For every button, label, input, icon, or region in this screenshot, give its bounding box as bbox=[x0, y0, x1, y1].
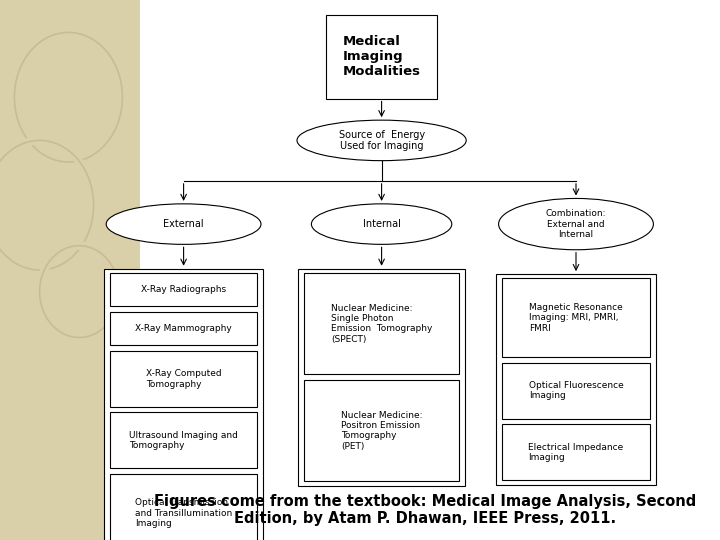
Text: Nuclear Medicine:
Single Photon
Emission  Tomography
(SPECT): Nuclear Medicine: Single Photon Emission… bbox=[331, 303, 432, 344]
Bar bbox=[110, 351, 258, 407]
Ellipse shape bbox=[297, 120, 467, 160]
Bar bbox=[497, 274, 655, 485]
Bar bbox=[503, 279, 649, 357]
Ellipse shape bbox=[107, 204, 261, 244]
Bar bbox=[299, 269, 465, 486]
Text: Optical Fluorescence
Imaging: Optical Fluorescence Imaging bbox=[528, 381, 624, 400]
Text: Combination:
External and
Internal: Combination: External and Internal bbox=[546, 209, 606, 239]
Text: X-Ray Computed
Tomography: X-Ray Computed Tomography bbox=[145, 369, 222, 388]
Bar bbox=[110, 273, 258, 307]
Bar bbox=[110, 312, 258, 346]
Bar bbox=[0, 0, 140, 540]
Text: Figures come from the textbook: Medical Image Analysis, Second
Edition, by Atam : Figures come from the textbook: Medical … bbox=[153, 494, 696, 526]
Bar bbox=[305, 380, 459, 482]
Text: X-Ray Radiographs: X-Ray Radiographs bbox=[141, 285, 226, 294]
Text: Magnetic Resonance
Imaging: MRI, PMRI,
FMRI: Magnetic Resonance Imaging: MRI, PMRI, F… bbox=[529, 303, 623, 333]
Text: Ultrasound Imaging and
Tomography: Ultrasound Imaging and Tomography bbox=[129, 431, 238, 450]
Ellipse shape bbox=[498, 199, 654, 249]
Bar bbox=[503, 424, 649, 481]
Ellipse shape bbox=[312, 204, 452, 244]
Text: X-Ray Mammography: X-Ray Mammography bbox=[135, 324, 232, 333]
Bar bbox=[110, 474, 258, 540]
Bar bbox=[104, 269, 264, 540]
Text: Internal: Internal bbox=[363, 219, 400, 229]
Text: Nuclear Medicine:
Positron Emission
Tomography
(PET): Nuclear Medicine: Positron Emission Tomo… bbox=[341, 410, 423, 451]
Text: Electrical Impedance
Imaging: Electrical Impedance Imaging bbox=[528, 443, 624, 462]
Bar bbox=[305, 273, 459, 375]
Bar bbox=[325, 15, 438, 98]
Text: Source of  Energy
Used for Imaging: Source of Energy Used for Imaging bbox=[338, 130, 425, 151]
Text: External: External bbox=[163, 219, 204, 229]
Bar bbox=[110, 413, 258, 469]
Text: Optical Transmission
and Transillumination
Imaging: Optical Transmission and Transilluminati… bbox=[135, 498, 233, 528]
Bar bbox=[503, 363, 649, 419]
Text: Medical
Imaging
Modalities: Medical Imaging Modalities bbox=[343, 35, 420, 78]
